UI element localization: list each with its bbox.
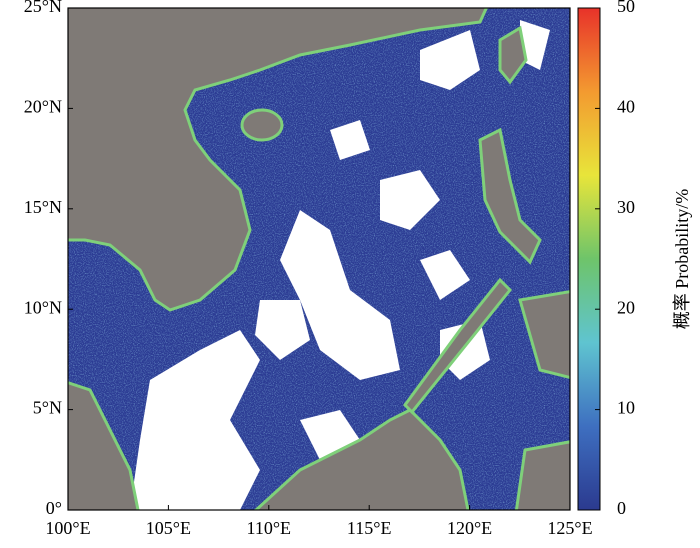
y-tick-label: 5°N bbox=[33, 398, 62, 418]
colorbar-tick-label: 50 bbox=[617, 0, 635, 16]
colorbar-tick-label: 30 bbox=[617, 197, 635, 217]
colorbar-tick-label: 40 bbox=[617, 97, 635, 117]
x-tick-label: 120°E bbox=[447, 518, 492, 538]
y-tick-label: 25°N bbox=[24, 0, 62, 16]
y-tick-label: 10°N bbox=[24, 297, 62, 317]
no-data-areas bbox=[130, 20, 550, 510]
y-tick-label: 0° bbox=[46, 498, 62, 518]
x-tick-label: 125°E bbox=[547, 518, 592, 538]
plot-frame bbox=[67, 7, 571, 511]
x-tick-label: 110°E bbox=[247, 518, 292, 538]
y-tick-label: 15°N bbox=[24, 197, 62, 217]
map-area bbox=[68, 8, 570, 510]
colorbar-tick-label: 20 bbox=[617, 297, 635, 317]
colorbar bbox=[577, 7, 601, 511]
land bbox=[68, 8, 570, 510]
colorbar-tick-label: 0 bbox=[617, 498, 626, 518]
x-tick-label: 100°E bbox=[45, 518, 90, 538]
colorbar-tick-label: 10 bbox=[617, 398, 635, 418]
colorbar-label: 概率 Probability/% bbox=[672, 189, 692, 330]
x-tick-label: 115°E bbox=[347, 518, 392, 538]
y-tick-label: 20°N bbox=[24, 97, 62, 117]
x-tick-label: 105°E bbox=[146, 518, 191, 538]
